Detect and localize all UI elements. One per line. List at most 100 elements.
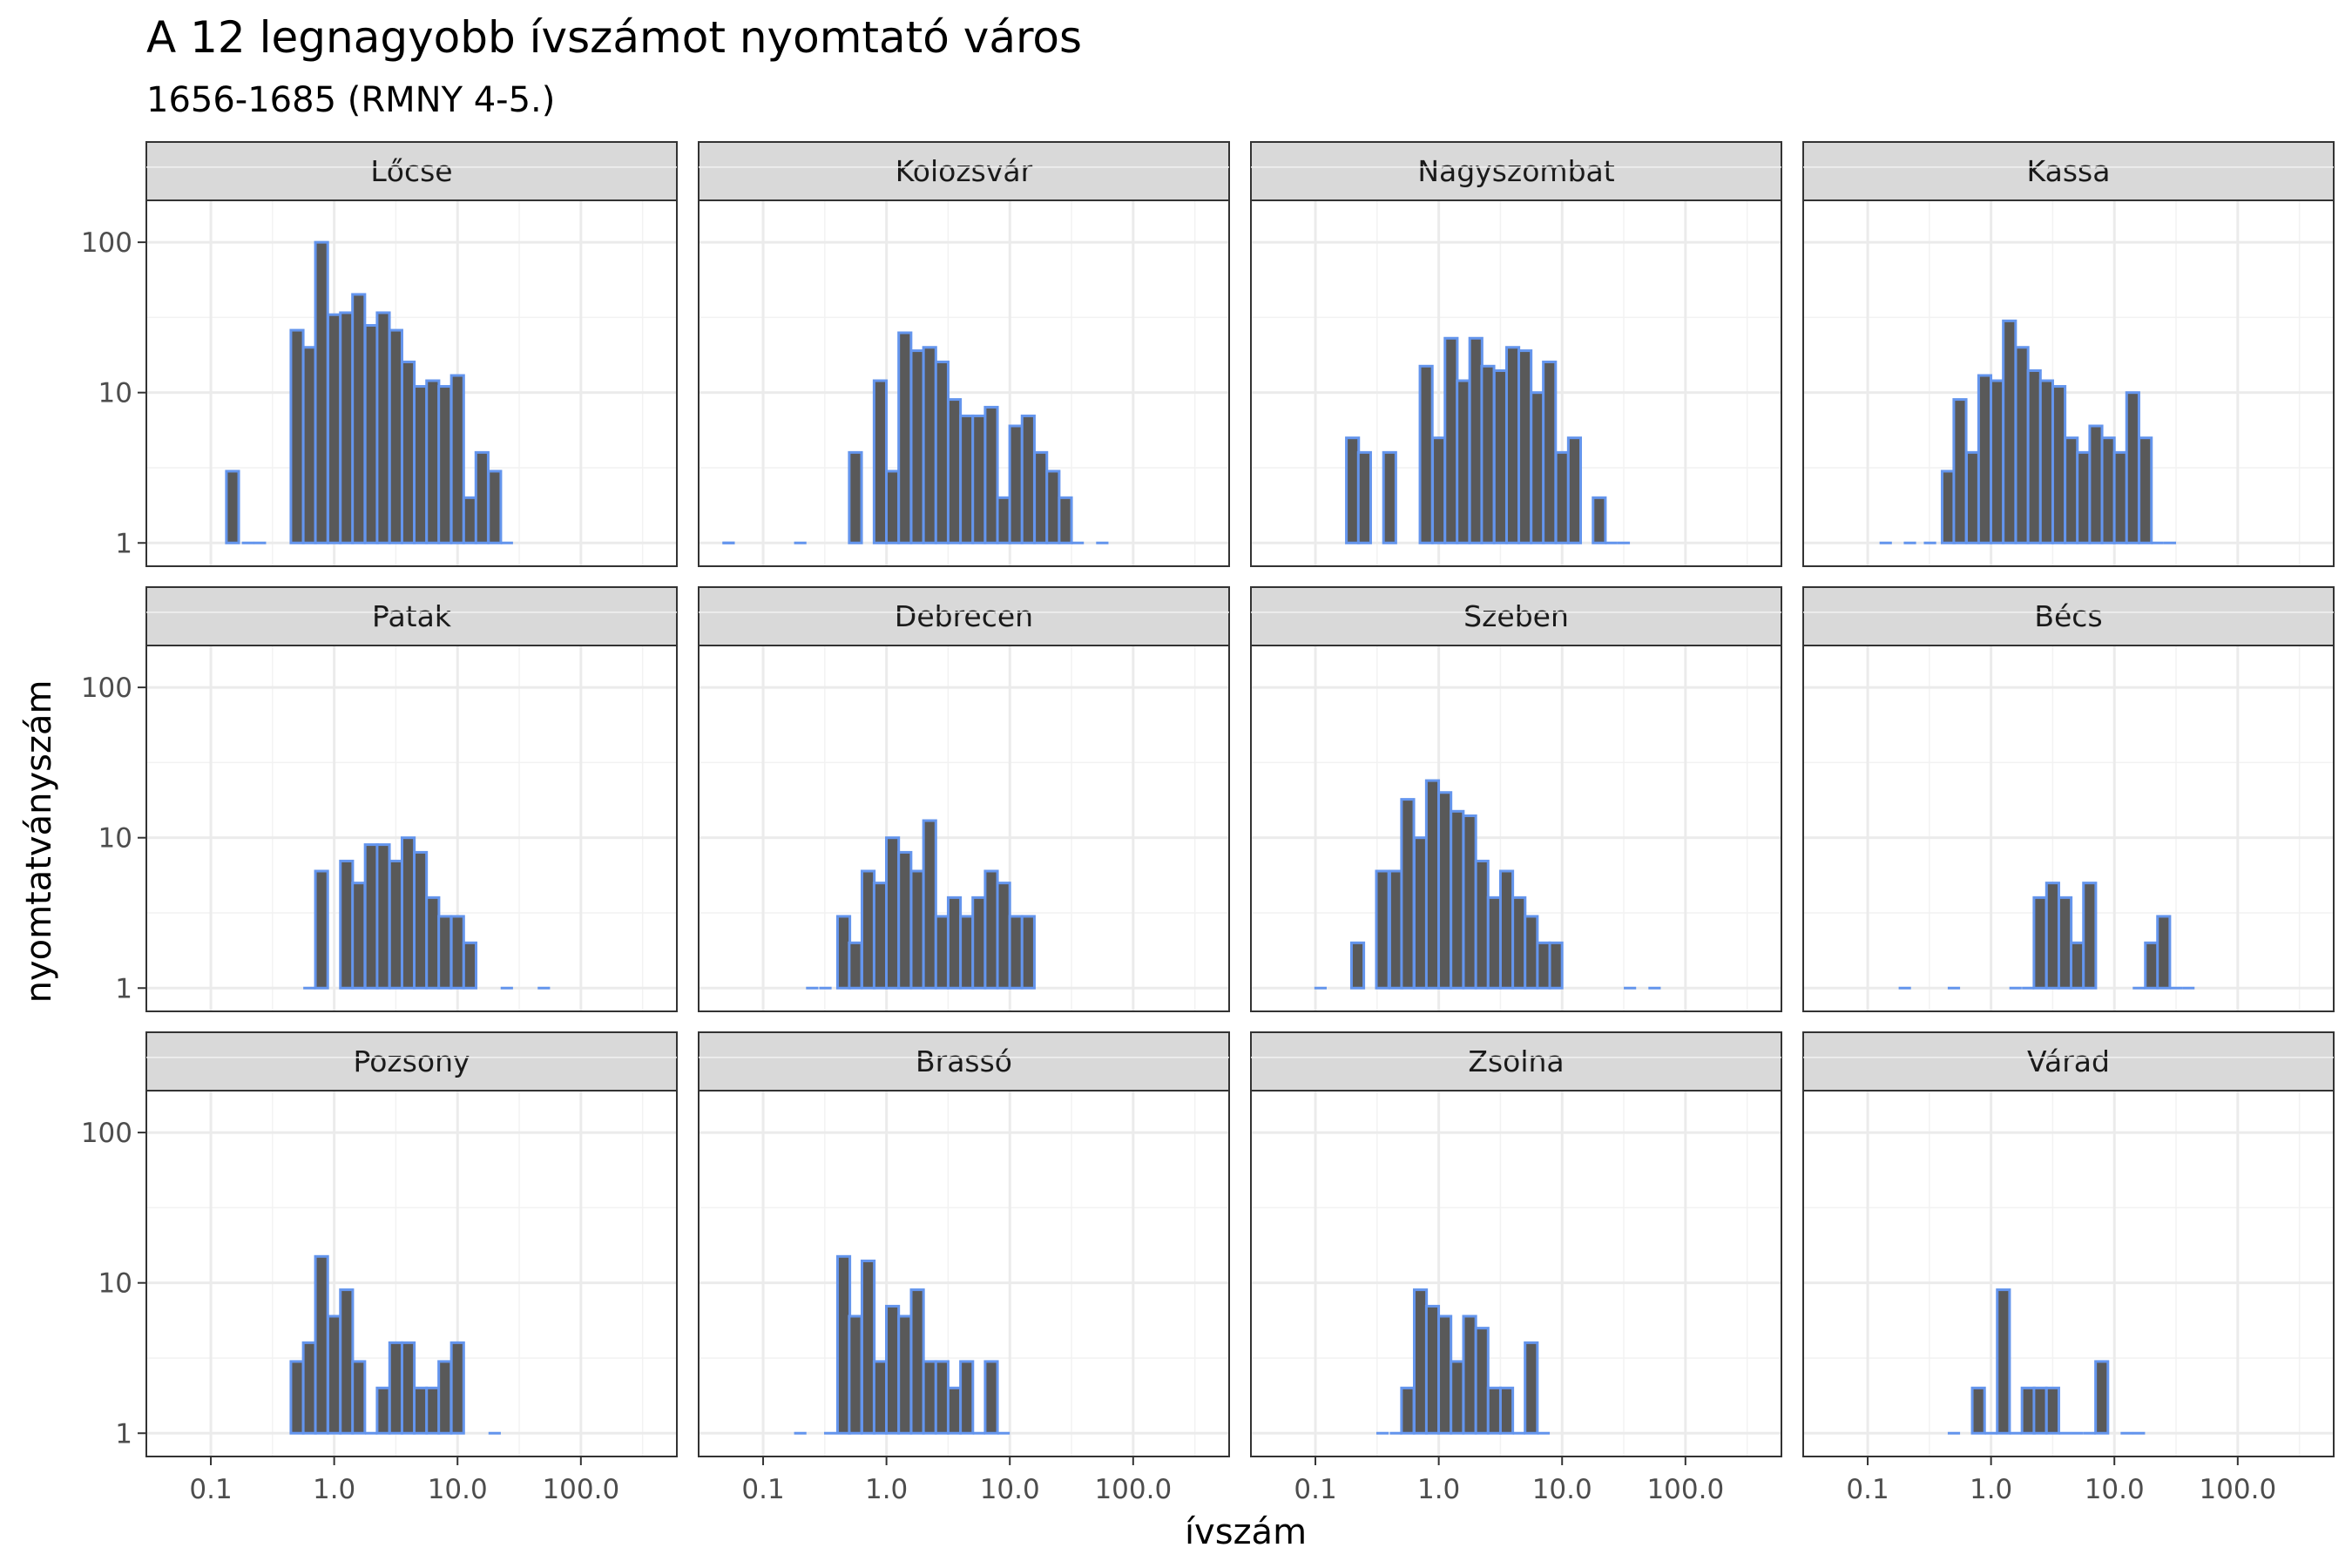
histogram-bar <box>885 470 901 544</box>
histogram-bar <box>2051 385 2067 544</box>
histogram-bar <box>1431 436 1447 544</box>
histogram-bar <box>1058 496 1073 544</box>
histogram-bar <box>2026 368 2042 544</box>
histogram-bar <box>351 1360 367 1435</box>
histogram-bar <box>437 915 453 990</box>
histogram-bar <box>2144 941 2159 990</box>
histogram-bar <box>897 1315 913 1435</box>
facet-strip <box>145 586 678 646</box>
histogram-bar <box>1536 941 1551 990</box>
facet-label: Debrecen <box>895 599 1033 633</box>
histogram-bar <box>946 896 963 990</box>
panel-border <box>698 645 1230 1012</box>
panel-border <box>1802 1090 2335 1457</box>
histogram-bar <box>1008 424 1024 544</box>
x-tick-label: 0.1 <box>741 1474 784 1505</box>
histogram-bar <box>1524 1341 1539 1435</box>
x-tick-label: 100.0 <box>542 1474 619 1505</box>
histogram-bar <box>1511 896 1527 990</box>
histogram-bar <box>2038 379 2054 544</box>
facet-label: Bécs <box>2034 599 2102 633</box>
histogram-bar <box>1996 1288 2011 1435</box>
facet-panel-12: Várad 0.1 1.0 10.0 100.0 <box>1802 1031 2335 1505</box>
histogram-bar <box>1952 398 1968 544</box>
y-tick-label: 100 <box>81 672 132 704</box>
x-tick-label: 10.0 <box>980 1474 1040 1505</box>
histogram-bar <box>934 915 950 990</box>
histogram-bar <box>983 405 999 544</box>
histogram-bar <box>437 385 453 544</box>
facet-panel-3: Nagyszombat <box>1250 141 1782 567</box>
histogram-bar <box>872 882 889 990</box>
histogram-bar <box>339 859 355 990</box>
histogram-bar <box>1382 450 1397 544</box>
histogram-bar <box>885 836 901 990</box>
histogram-bar <box>934 360 950 544</box>
panel-border <box>1250 1090 1782 1457</box>
histogram-bar <box>2044 882 2060 990</box>
histogram-bar <box>1474 1327 1490 1435</box>
facet-strip <box>1802 1031 2335 1092</box>
facet-panel-2: Kolozsvár <box>698 141 1230 567</box>
histogram-bar <box>959 414 975 544</box>
facet-strip <box>1802 141 2335 201</box>
histogram-bar <box>301 1341 317 1435</box>
histogram-bar <box>909 1288 925 1435</box>
histogram-bar <box>1492 368 1508 544</box>
facet-label: Patak <box>372 599 452 633</box>
x-tick-label: 0.1 <box>1846 1474 1889 1505</box>
panel-border <box>1250 199 1782 567</box>
histogram-bar <box>1970 1386 1986 1435</box>
x-tick-label: 0.1 <box>1294 1474 1336 1505</box>
facet-panel-4: Kassa <box>1802 141 2335 567</box>
histogram-bar <box>400 1341 416 1435</box>
y-tick-label: 10 <box>98 1268 132 1300</box>
histogram-bar <box>959 915 975 990</box>
panel-border <box>145 1090 678 1457</box>
facet-label: Nagyszombat <box>1417 154 1614 188</box>
x-tick-label: 1.0 <box>865 1474 908 1505</box>
histogram-bar <box>2002 319 2017 544</box>
histogram-bar <box>2032 1386 2048 1435</box>
histogram-bar <box>388 328 403 544</box>
y-tick-label: 100 <box>81 1118 132 1149</box>
facet-panel-1: Lőcse 1 10 100 <box>81 141 678 567</box>
histogram-bar <box>1345 436 1361 544</box>
histogram-bar <box>1990 379 2005 544</box>
x-tick-label: 100.0 <box>1646 1474 1724 1505</box>
chart-title: A 12 legnagyobb ívszámot nyomtató város <box>146 12 1082 63</box>
histogram-bar <box>2020 1386 2036 1435</box>
histogram-bar <box>885 1304 901 1435</box>
x-tick-label: 10.0 <box>1532 1474 1592 1505</box>
histogram-bar <box>339 1288 355 1435</box>
histogram-bar <box>2076 450 2092 544</box>
histogram-bar <box>1450 1360 1465 1435</box>
histogram-bar <box>2138 436 2153 544</box>
histogram-bar <box>1486 896 1502 990</box>
histogram-bar <box>1462 814 1477 990</box>
histogram-bar <box>327 1315 342 1435</box>
histogram-bar <box>909 349 925 544</box>
histogram-bar <box>400 836 416 990</box>
facet-label: Lőcse <box>370 154 452 188</box>
histogram-bar <box>375 843 391 990</box>
histogram-bar <box>2057 896 2073 990</box>
facet-label: Zsolna <box>1468 1044 1564 1078</box>
histogram-bar <box>327 313 342 544</box>
y-axis-title: nyomtatványszám <box>19 680 59 1004</box>
histogram-bar <box>1486 1386 1502 1435</box>
histogram-bar <box>848 941 863 990</box>
histogram-bar <box>1412 836 1429 990</box>
histogram-bar <box>301 346 317 544</box>
histogram-bar <box>922 1360 937 1435</box>
histogram-bar <box>983 1360 999 1435</box>
x-tick-label: 0.1 <box>189 1474 232 1505</box>
histogram-bar <box>437 1360 453 1435</box>
panel-border <box>145 199 678 567</box>
x-tick-label: 10.0 <box>2085 1474 2145 1505</box>
histogram-bar <box>1517 349 1533 544</box>
histogram-bar <box>848 1315 863 1435</box>
histogram-bar <box>2094 1360 2110 1435</box>
facet-label: Pozsony <box>353 1044 470 1078</box>
facet-panel-8: Bécs <box>1802 586 2335 1012</box>
